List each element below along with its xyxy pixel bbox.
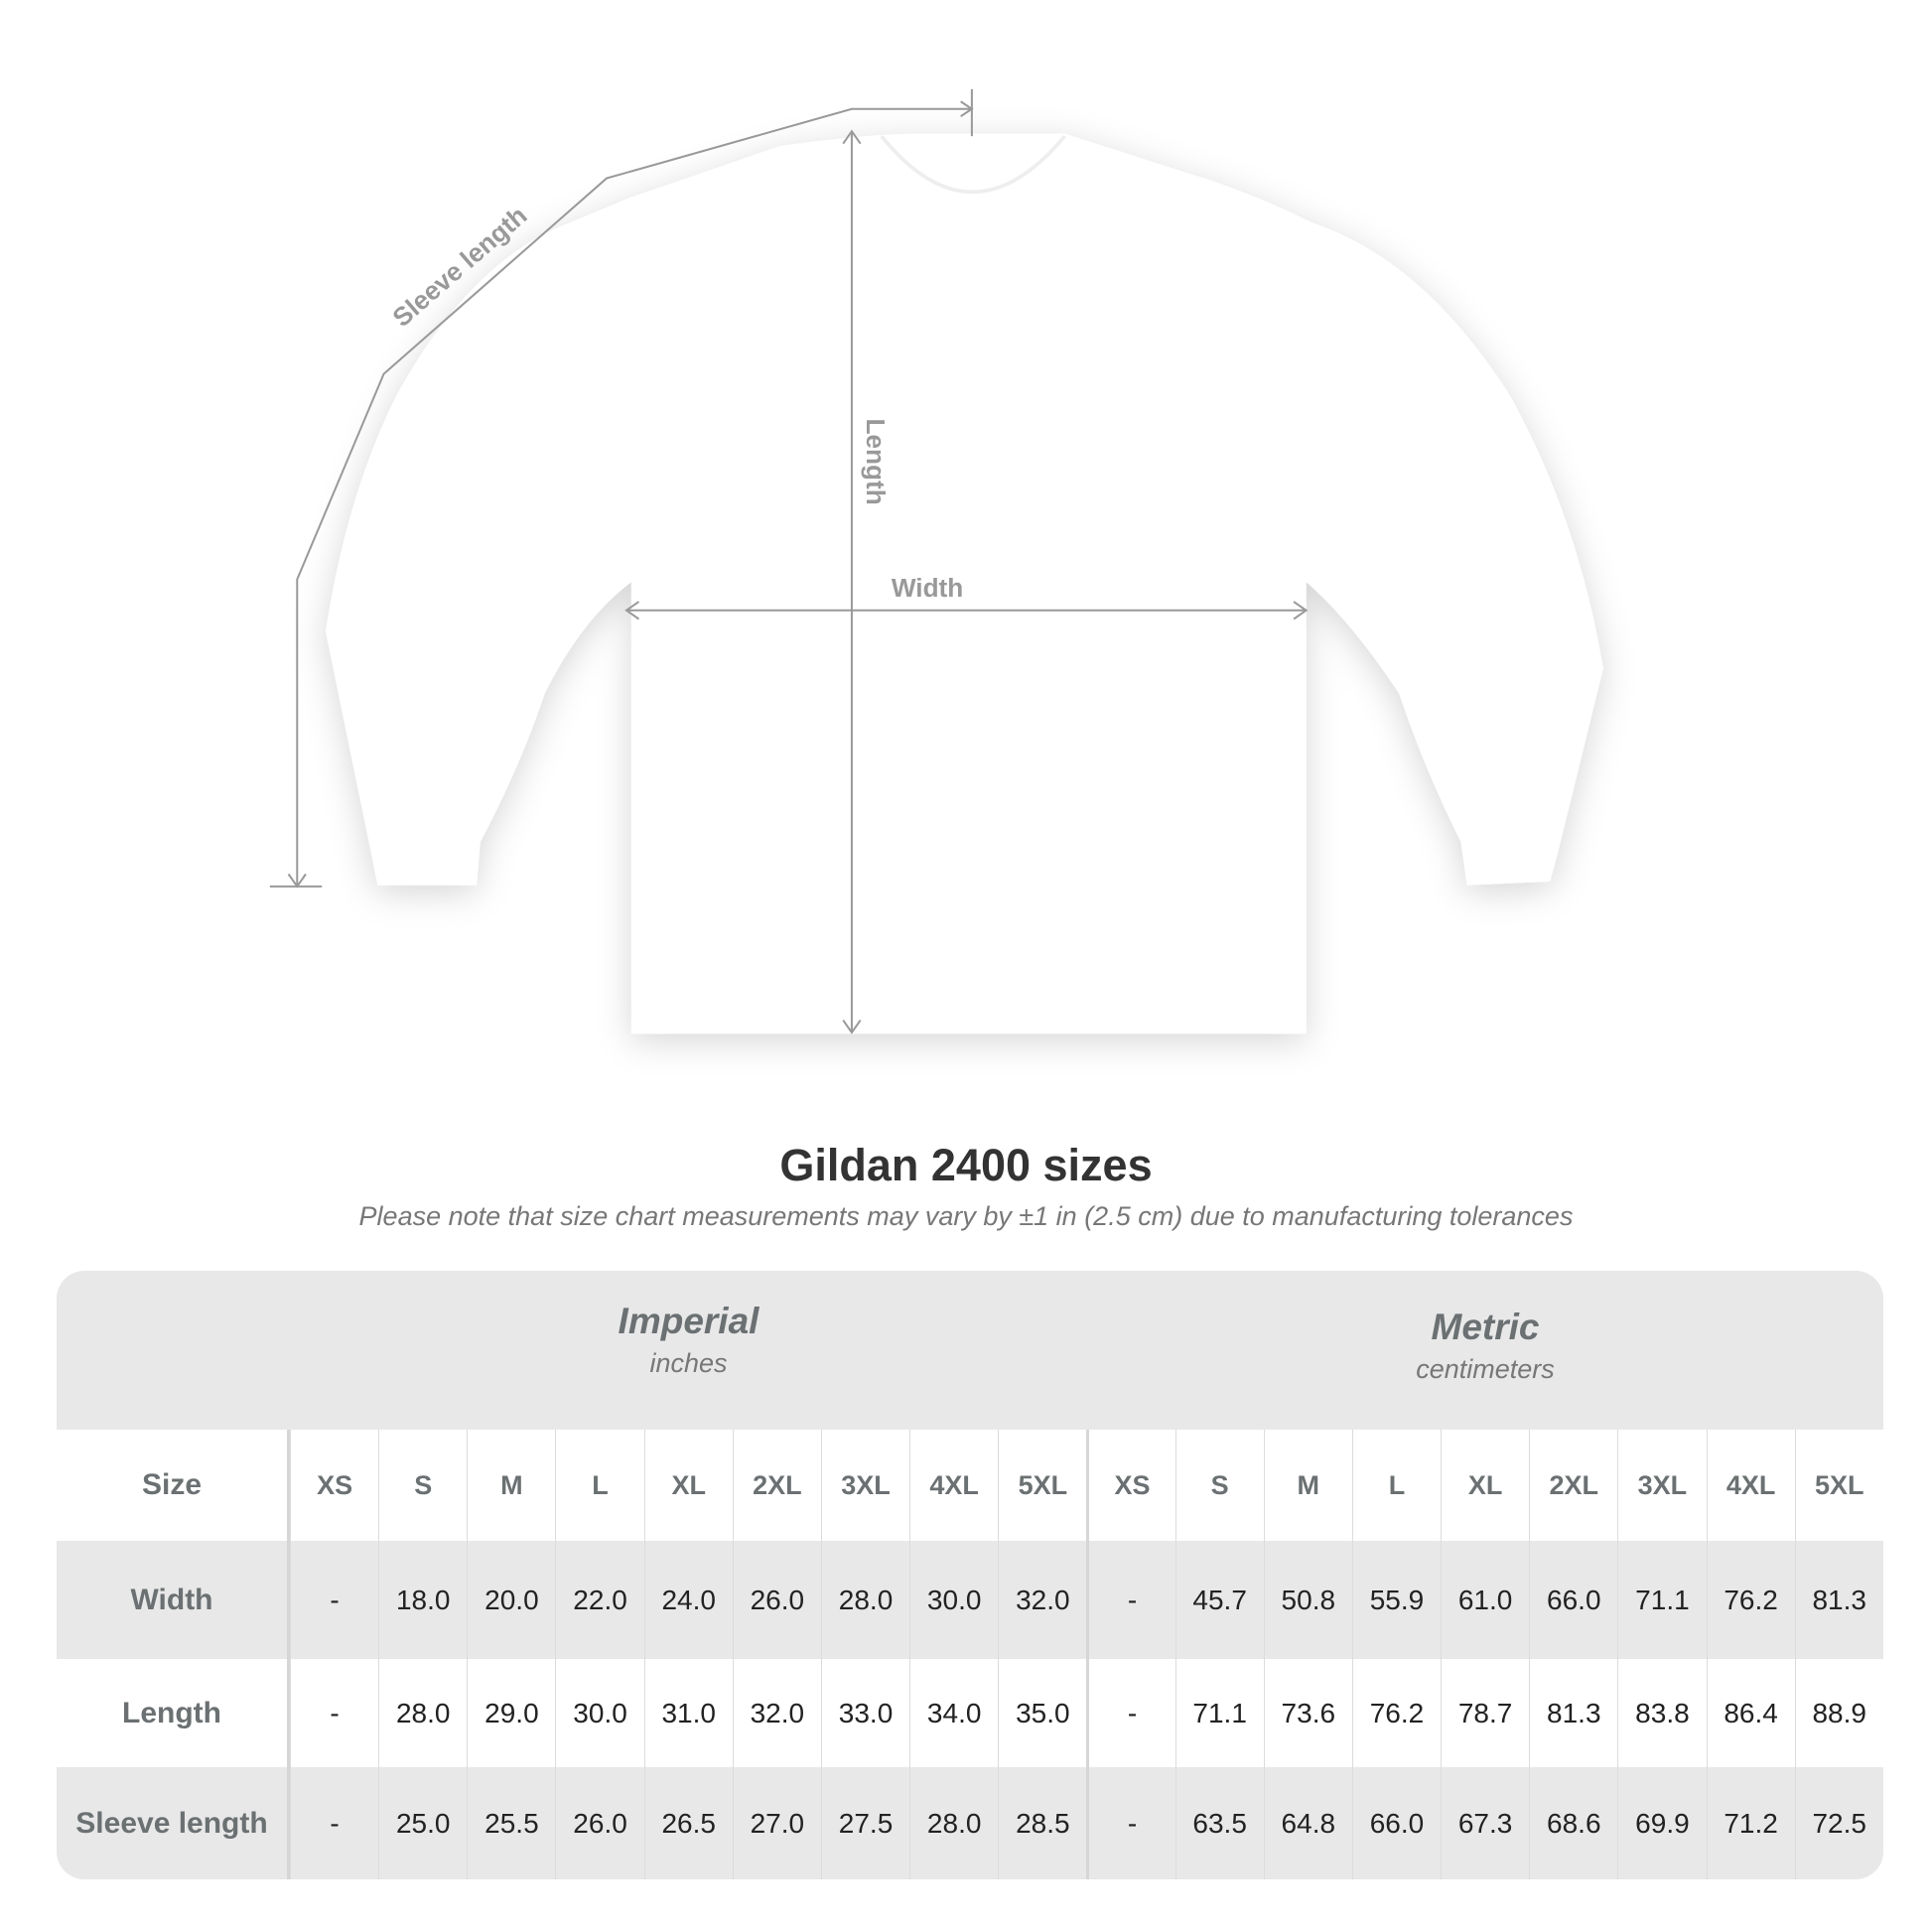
- imperial-value: 32.0: [732, 1659, 821, 1767]
- metric-unit: centimeters: [1416, 1354, 1555, 1384]
- metric-value: 73.6: [1263, 1659, 1352, 1767]
- imperial-value: 20.0: [467, 1541, 555, 1659]
- imperial-value: 31.0: [643, 1659, 733, 1767]
- imperial-size-xs: XS: [290, 1430, 378, 1541]
- metric-value: 83.8: [1617, 1659, 1706, 1767]
- metric-value: 71.1: [1174, 1659, 1264, 1767]
- imperial-size-3xl: 3XL: [820, 1430, 909, 1541]
- shirt-diagram: Sleeve length Length Width: [269, 88, 1603, 1035]
- metric-value: 63.5: [1174, 1767, 1264, 1879]
- metric-value: 67.3: [1441, 1767, 1529, 1879]
- metric-size-xl: XL: [1441, 1430, 1529, 1541]
- imperial-value: -: [290, 1659, 378, 1767]
- imperial-size-2xl: 2XL: [732, 1430, 821, 1541]
- metric-value: 76.2: [1706, 1541, 1795, 1659]
- metric-value: -: [1086, 1767, 1174, 1879]
- imperial-size-s: S: [378, 1430, 467, 1541]
- metric-size-s: S: [1174, 1430, 1264, 1541]
- size-table: Imperial inches Metric centimeters Size X…: [57, 1271, 1883, 1879]
- row-label: Length: [57, 1659, 290, 1767]
- table-row: Width -18.0 20.0 22.0 24.0 26.0 28.0 30.0 32.0-4…: [57, 1541, 1883, 1659]
- metric-value: 45.7: [1174, 1541, 1264, 1659]
- metric-value: 88.9: [1794, 1659, 1883, 1767]
- metric-value: 71.1: [1617, 1541, 1706, 1659]
- imperial-value: 29.0: [467, 1659, 555, 1767]
- metric-header: Metric centimeters: [1087, 1307, 1883, 1385]
- metric-value: -: [1086, 1541, 1174, 1659]
- metric-value: 68.6: [1529, 1767, 1617, 1879]
- imperial-size-m: M: [467, 1430, 555, 1541]
- page-title: Gildan 2400 sizes: [779, 1140, 1153, 1190]
- imperial-size-4xl: 4XL: [909, 1430, 998, 1541]
- metric-value: 69.9: [1617, 1767, 1706, 1879]
- imperial-value: 28.0: [378, 1659, 467, 1767]
- imperial-value: 24.0: [643, 1541, 733, 1659]
- metric-value: 86.4: [1706, 1659, 1795, 1767]
- imperial-value: 26.0: [732, 1541, 821, 1659]
- measure-lines: [269, 88, 1309, 1035]
- metric-size-5xl: 5XL: [1794, 1430, 1883, 1541]
- metric-size-2xl: 2XL: [1529, 1430, 1617, 1541]
- imperial-value: 28.5: [998, 1767, 1086, 1879]
- metric-value: 76.2: [1351, 1659, 1441, 1767]
- long-sleeve-shirt: [325, 133, 1603, 1035]
- width-label: Width: [892, 573, 963, 603]
- imperial-value: 34.0: [909, 1659, 998, 1767]
- imperial-value: 27.0: [732, 1767, 821, 1879]
- metric-size-3xl: 3XL: [1617, 1430, 1706, 1541]
- metric-value: 78.7: [1441, 1659, 1529, 1767]
- metric-value: 66.0: [1351, 1767, 1441, 1879]
- imperial-value: -: [290, 1541, 378, 1659]
- imperial-value: 18.0: [378, 1541, 467, 1659]
- table-row: Length -28.0 29.0 30.0 31.0 32.0 33.0 34.0 35.0-…: [57, 1659, 1883, 1767]
- metric-value: 81.3: [1794, 1541, 1883, 1659]
- table-row: Sleeve length -25.0 25.5 26.0 26.5 27.0 27.5 28…: [57, 1767, 1883, 1879]
- imperial-value: 30.0: [909, 1541, 998, 1659]
- imperial-size-l: L: [555, 1430, 643, 1541]
- metric-title: Metric: [1431, 1307, 1540, 1347]
- metric-value: 66.0: [1529, 1541, 1617, 1659]
- metric-size-m: M: [1263, 1430, 1352, 1541]
- imperial-value: 28.0: [820, 1541, 909, 1659]
- imperial-value: -: [290, 1767, 378, 1879]
- imperial-value: 22.0: [555, 1541, 643, 1659]
- metric-size-4xl: 4XL: [1706, 1430, 1795, 1541]
- imperial-value: 33.0: [820, 1659, 909, 1767]
- imperial-value: 25.5: [467, 1767, 555, 1879]
- imperial-unit: inches: [649, 1348, 728, 1378]
- tolerance-note: Please note that size chart measurements…: [358, 1201, 1574, 1231]
- row-label: Width: [57, 1541, 290, 1659]
- imperial-size-xl: XL: [643, 1430, 733, 1541]
- metric-size-xs: XS: [1086, 1430, 1174, 1541]
- metric-value: 55.9: [1351, 1541, 1441, 1659]
- imperial-value: 28.0: [909, 1767, 998, 1879]
- imperial-value: 26.5: [643, 1767, 733, 1879]
- imperial-value: 30.0: [555, 1659, 643, 1767]
- imperial-value: 25.0: [378, 1767, 467, 1879]
- row-label: Sleeve length: [57, 1767, 290, 1879]
- imperial-value: 27.5: [820, 1767, 909, 1879]
- imperial-value: 26.0: [555, 1767, 643, 1879]
- metric-value: 64.8: [1263, 1767, 1352, 1879]
- imperial-header: Imperial inches: [290, 1301, 1087, 1379]
- metric-value: 81.3: [1529, 1659, 1617, 1767]
- metric-value: 61.0: [1441, 1541, 1529, 1659]
- imperial-value: 32.0: [998, 1541, 1086, 1659]
- size-header-label: Size: [57, 1430, 290, 1541]
- metric-value: 72.5: [1794, 1767, 1883, 1879]
- metric-value: -: [1086, 1659, 1174, 1767]
- size-header-row: Size XS S M L XL 2XL 3XL 4XL 5XL XS S M L XL 2XL 3XL 4XL 5…: [57, 1430, 1883, 1541]
- metric-size-l: L: [1351, 1430, 1441, 1541]
- imperial-title: Imperial: [618, 1301, 759, 1341]
- imperial-size-5xl: 5XL: [998, 1430, 1086, 1541]
- metric-value: 71.2: [1706, 1767, 1795, 1879]
- metric-value: 50.8: [1263, 1541, 1352, 1659]
- length-label: Length: [861, 418, 891, 504]
- unit-header-band: [57, 1271, 1883, 1430]
- imperial-value: 35.0: [998, 1659, 1086, 1767]
